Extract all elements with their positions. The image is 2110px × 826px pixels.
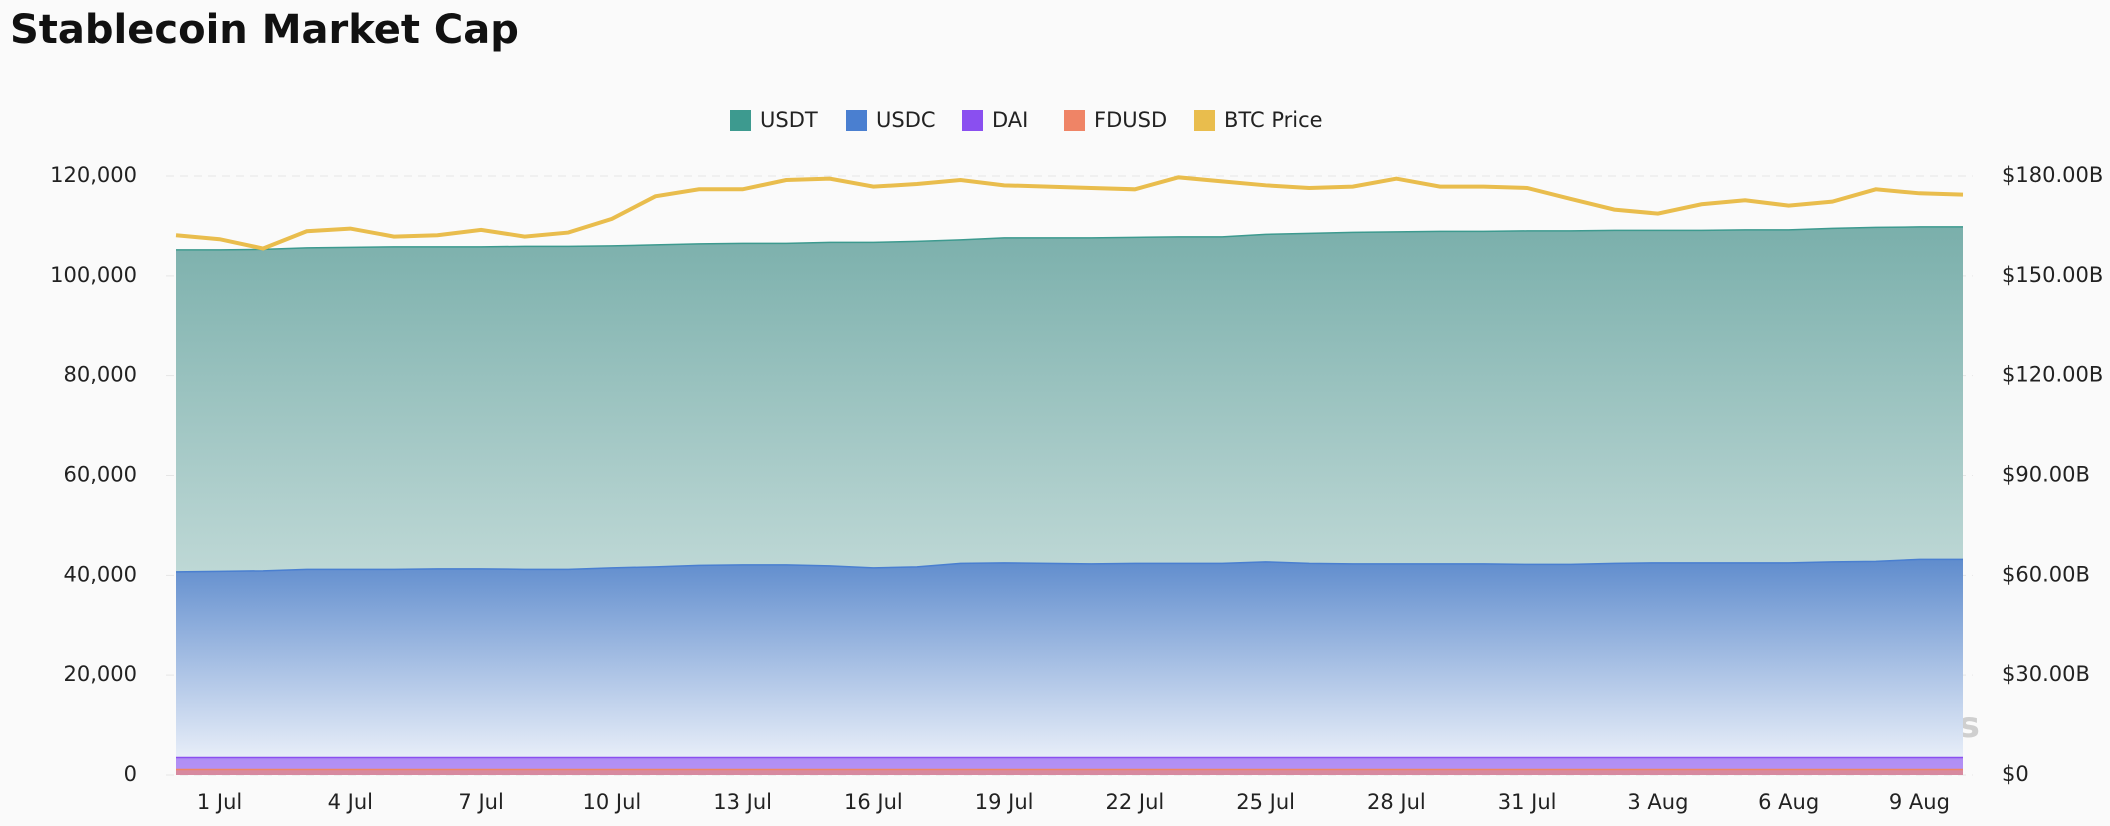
x-tick-label: 19 Jul — [975, 790, 1034, 814]
y-tick-label: 80,000 — [64, 363, 137, 387]
x-tick-label: 7 Jul — [458, 790, 503, 814]
area-edge — [175, 558, 1963, 573]
legend-swatch[interactable] — [846, 110, 867, 131]
y2-tick-label: $180.00B — [2002, 163, 2103, 187]
y2-tick-label: $60.00B — [2002, 562, 2090, 586]
y2-tick-label: $120.00B — [2002, 363, 2103, 387]
x-tick-label: 1 Jul — [197, 790, 242, 814]
legend-label[interactable]: FDUSD — [1094, 108, 1167, 132]
area-edge — [176, 226, 1963, 251]
y-tick-label: 100,000 — [50, 263, 137, 287]
y-tick-label: 40,000 — [64, 562, 137, 586]
x-tick-label: 3 Aug — [1627, 790, 1688, 814]
x-tick-label: 4 Jul — [328, 790, 373, 814]
legend-swatch[interactable] — [730, 110, 751, 131]
legend-label[interactable]: BTC Price — [1224, 108, 1323, 132]
legend-swatch[interactable] — [1194, 110, 1215, 131]
x-tick-label: 31 Jul — [1498, 790, 1557, 814]
x-tick-label: 22 Jul — [1106, 790, 1165, 814]
x-tick-label: 13 Jul — [713, 790, 772, 814]
y-tick-label: 20,000 — [64, 662, 137, 686]
y2-tick-label: $90.00B — [2002, 463, 2090, 487]
y2-tick-label: $150.00B — [2002, 263, 2103, 287]
legend-label[interactable]: USDC — [876, 108, 936, 132]
y2-tick-label: $30.00B — [2002, 662, 2090, 686]
area — [176, 769, 1963, 775]
x-tick-label: 16 Jul — [844, 790, 903, 814]
y-tick-label: 120,000 — [50, 163, 137, 187]
x-tick-label: 25 Jul — [1236, 790, 1295, 814]
legend-label[interactable]: DAI — [992, 108, 1028, 132]
legend-swatch[interactable] — [962, 110, 983, 131]
x-tick-label: 10 Jul — [582, 790, 641, 814]
legend-swatch[interactable] — [1064, 110, 1085, 131]
y-tick-label: 60,000 — [64, 463, 137, 487]
y-tick-label: 0 — [124, 762, 137, 786]
btc-line — [175, 175, 1964, 251]
y2-tick-label: $0 — [2002, 762, 2029, 786]
x-tick-label: 6 Aug — [1758, 790, 1819, 814]
chart-title: Stablecoin Market Cap — [10, 7, 519, 53]
area — [176, 559, 1963, 775]
x-tick-label: 9 Aug — [1889, 790, 1950, 814]
x-tick-label: 28 Jul — [1367, 790, 1426, 814]
legend-label[interactable]: USDT — [760, 108, 818, 132]
